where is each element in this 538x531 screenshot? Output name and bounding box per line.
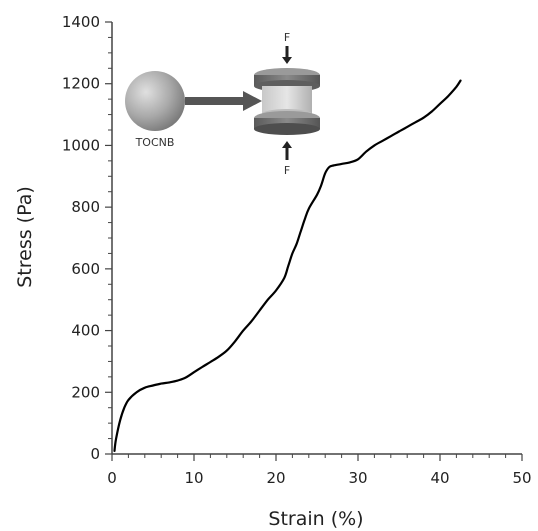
x-tick-label: 10: [184, 469, 203, 487]
x-tick-label: 0: [107, 469, 117, 487]
y-tick-label: 1200: [62, 75, 100, 93]
compression-inset: TOCNB F F: [125, 31, 320, 177]
arrow-right-icon: [185, 91, 262, 111]
x-tick-label: 50: [512, 469, 531, 487]
y-axis-title: Stress (Pa): [14, 186, 36, 288]
x-tick-label: 30: [348, 469, 367, 487]
force-arrow-bottom-icon: [282, 141, 292, 160]
y-tick-label: 200: [71, 383, 100, 401]
y-tick-label: 1400: [62, 13, 100, 31]
x-tick-label: 20: [266, 469, 285, 487]
y-tick-label: 0: [90, 445, 100, 463]
compression-sample: [254, 68, 320, 135]
y-tick-label: 800: [71, 198, 100, 216]
x-axis-title: Strain (%): [268, 508, 363, 530]
y-tick-label: 400: [71, 322, 100, 340]
y-tick-label: 1000: [62, 136, 100, 154]
force-label-bottom: F: [284, 164, 290, 177]
series-layer: [113, 79, 462, 452]
ticks: 0 10 20 30 40 50 0 200 400 600 800 1000 1200 1400: [62, 13, 532, 487]
tocnb-sphere: [125, 71, 185, 131]
force-label-top: F: [284, 31, 290, 44]
series-line-0: [113, 79, 462, 452]
tocnb-label: TOCNB: [135, 136, 175, 149]
x-tick-label: 40: [430, 469, 449, 487]
y-tick-label: 600: [71, 260, 100, 278]
force-arrow-top-icon: [282, 46, 292, 64]
